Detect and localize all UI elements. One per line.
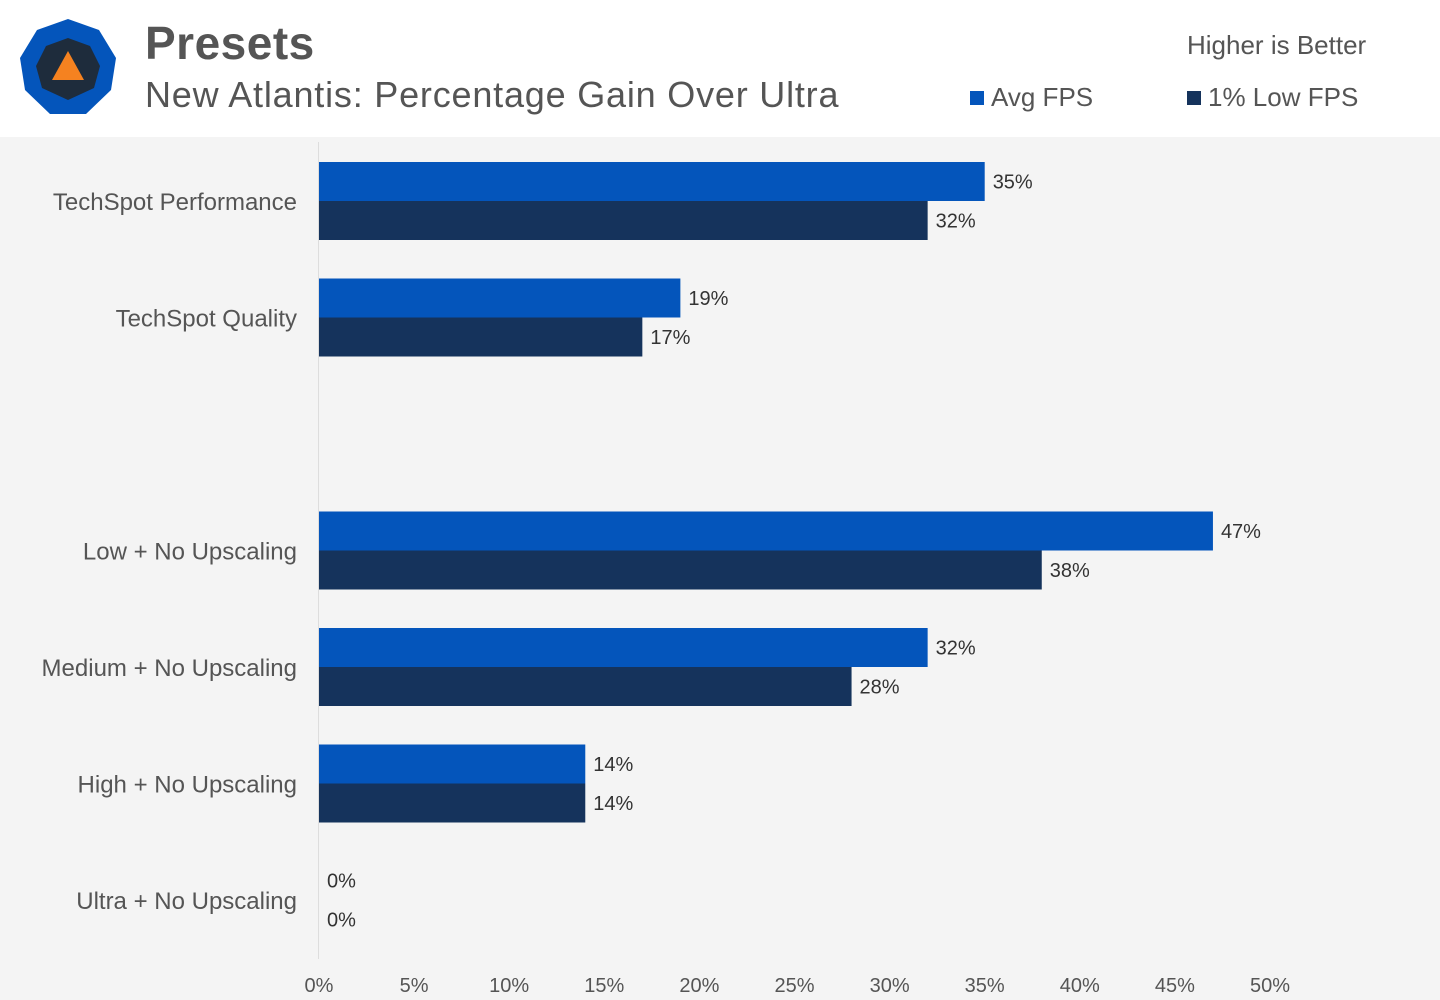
category-label-high-no-upscaling: High + No Upscaling [78,772,297,799]
chart-subtitle: New Atlantis: Percentage Gain Over Ultra [145,74,840,115]
data-label-ultra-no-upscaling-1-low-fps: 0% [327,910,356,932]
data-label-high-no-upscaling-avg-fps: 14% [593,754,633,776]
bar-chart: TechSpot Performance 35% 32% TechSpot Quali… [42,142,1290,997]
x-tick-label-50: 50% [1250,975,1290,997]
chart-header: Presets New Atlantis: Percentage Gain Ov… [0,0,1440,137]
bar-medium-no-upscaling-avg-fps [319,628,928,667]
bar-low-no-upscaling-1-low-fps [319,550,1042,590]
bar-techspot-performance-avg-fps [319,162,985,201]
x-tick-label-35: 35% [965,975,1005,997]
data-label-medium-no-upscaling-avg-fps: 32% [936,638,976,660]
legend-item-1pct-low-fps: 1% Low FPS [1187,82,1358,113]
techspot-logo-icon [20,19,116,114]
data-label-low-no-upscaling-avg-fps: 47% [1221,521,1261,543]
x-tick-label-20: 20% [679,975,719,997]
category-label-ultra-no-upscaling: Ultra + No Upscaling [76,888,297,915]
data-label-high-no-upscaling-1-low-fps: 14% [593,793,633,815]
x-tick-label-0: 0% [305,975,334,997]
x-tick-label-10: 10% [489,975,529,997]
bar-techspot-quality-1-low-fps [319,317,643,357]
category-label-techspot-performance: TechSpot Performance [53,189,297,216]
bar-high-no-upscaling-1-low-fps [319,783,586,823]
data-label-techspot-quality-1-low-fps: 17% [650,327,690,349]
data-label-ultra-no-upscaling-avg-fps: 0% [327,871,356,893]
legend-swatch-1pct-low-fps [1187,90,1201,105]
legend-swatch-avg-fps [970,90,984,105]
data-label-low-no-upscaling-1-low-fps: 38% [1050,560,1090,582]
chart-title: Presets [145,17,315,69]
higher-is-better-note: Higher is Better [1187,30,1367,60]
bar-low-no-upscaling-avg-fps [319,511,1213,551]
bar-techspot-quality-avg-fps [319,278,681,318]
x-tick-label-25: 25% [774,975,814,997]
legend-label-1pct-low-fps: 1% Low FPS [1208,82,1359,112]
category-label-medium-no-upscaling: Medium + No Upscaling [42,655,297,682]
category-label-low-no-upscaling: Low + No Upscaling [83,539,297,566]
legend-label-avg-fps: Avg FPS [991,82,1094,112]
bar-techspot-performance-1-low-fps [319,201,928,240]
data-label-techspot-performance-1-low-fps: 32% [936,211,976,233]
data-label-techspot-quality-avg-fps: 19% [688,288,728,310]
x-tick-label-40: 40% [1060,975,1100,997]
data-label-techspot-performance-avg-fps: 35% [993,172,1033,194]
x-tick-label-15: 15% [584,975,624,997]
legend-item-avg-fps: Avg FPS [970,82,1093,113]
category-label-techspot-quality: TechSpot Quality [116,306,297,333]
data-label-medium-no-upscaling-1-low-fps: 28% [860,677,900,699]
bar-high-no-upscaling-avg-fps [319,744,586,784]
bar-medium-no-upscaling-1-low-fps [319,667,852,706]
x-tick-label-30: 30% [870,975,910,997]
x-tick-label-5: 5% [400,975,429,997]
x-tick-label-45: 45% [1155,975,1195,997]
